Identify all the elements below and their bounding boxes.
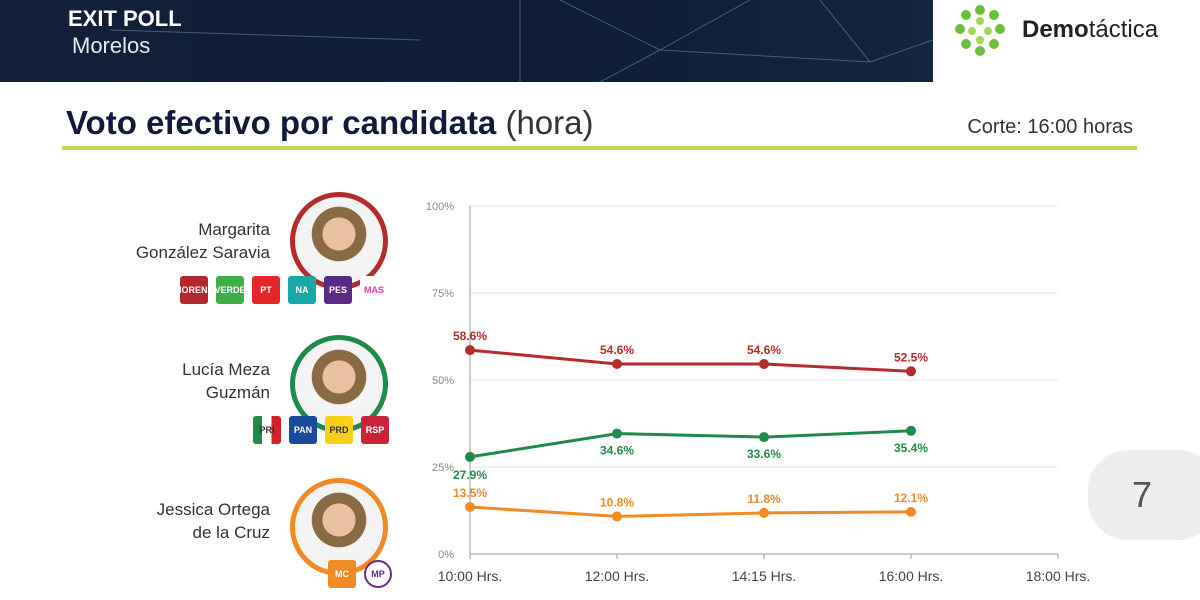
- party-logos-1: MORENA VERDE PT NA PES MAS: [174, 276, 388, 304]
- series-line-3: [469, 505, 912, 518]
- header-subtitle: Morelos: [72, 33, 151, 58]
- y-tick-label: 75%: [432, 288, 454, 300]
- x-tick-label: 14:15 Hrs.: [732, 568, 797, 584]
- data-label: 35.4%: [894, 441, 928, 455]
- data-point: [612, 358, 622, 369]
- data-label: 52.5%: [894, 350, 928, 364]
- party-logo-pt: PT: [252, 276, 280, 304]
- data-label: 11.8%: [747, 492, 781, 506]
- party-logo-pes: PES: [324, 276, 352, 304]
- data-point: [759, 358, 769, 369]
- data-label: 54.6%: [747, 343, 781, 357]
- data-label: 10.8%: [600, 495, 634, 509]
- candidate-name-3: Jessica Ortega de la Cruz: [156, 500, 270, 542]
- brand-name: Demotáctica: [1022, 16, 1159, 43]
- data-point: [759, 432, 769, 443]
- y-tick-label: 25%: [432, 462, 454, 474]
- data-label: 13.5%: [453, 486, 487, 500]
- data-point: [612, 511, 622, 522]
- data-point: [906, 425, 916, 436]
- candidate-name-1: Margarita González Saravia: [135, 220, 270, 262]
- demotactica-logo-icon: [955, 5, 1005, 56]
- party-logo-verde: VERDE: [215, 276, 246, 304]
- data-label: 12.1%: [894, 491, 928, 505]
- y-tick-label: 100%: [426, 201, 454, 213]
- party-logo-na: NA: [288, 276, 316, 304]
- party-logo-mc: MC: [328, 560, 356, 588]
- data-label: 33.6%: [747, 447, 781, 461]
- party-logo-prd: PRD: [325, 416, 353, 444]
- party-logos-3: MC MP: [328, 560, 392, 588]
- series-line-2: [469, 429, 912, 459]
- title-divider: [62, 146, 1137, 150]
- x-tick-label: 18:00 Hrs.: [1026, 568, 1091, 584]
- network-background: [109, 0, 933, 82]
- y-tick-label: 50%: [432, 375, 454, 387]
- candidate-name-2: Lucía Meza Guzmán: [182, 360, 270, 402]
- y-tick-label: 0%: [438, 549, 454, 561]
- party-logo-pri: PRI: [253, 416, 281, 444]
- data-point: [465, 345, 475, 356]
- data-label: 27.9%: [453, 468, 487, 482]
- header-title: EXIT POLL: [68, 6, 182, 31]
- page-title: Voto efectivo por candidata (hora): [66, 104, 594, 141]
- x-tick-label: 16:00 Hrs.: [879, 568, 944, 584]
- page-number: 7: [1088, 450, 1200, 540]
- data-point: [465, 451, 475, 462]
- party-logo-mp: MP: [364, 560, 392, 588]
- data-label: 58.6%: [453, 329, 487, 343]
- data-label: 34.6%: [600, 444, 634, 458]
- header-banner: EXIT POLL Morelos: [0, 0, 933, 82]
- data-point: [906, 506, 916, 517]
- data-point: [759, 507, 769, 518]
- data-label: 54.6%: [600, 343, 634, 357]
- data-point: [906, 366, 916, 377]
- data-point: [612, 428, 622, 439]
- party-logo-morena: MORENA: [174, 276, 214, 304]
- x-tick-label: 12:00 Hrs.: [585, 568, 650, 584]
- party-logos-2: PRI PAN PRD RSP: [253, 416, 389, 444]
- series-line-1: [469, 348, 912, 373]
- party-logo-pan: PAN: [289, 416, 317, 444]
- cutoff-time: Corte: 16:00 horas: [967, 116, 1133, 138]
- party-logo-rsp: RSP: [361, 416, 389, 444]
- x-tick-label: 10:00 Hrs.: [438, 568, 503, 584]
- party-logo-mas: MAS: [360, 276, 388, 304]
- data-point: [465, 502, 475, 513]
